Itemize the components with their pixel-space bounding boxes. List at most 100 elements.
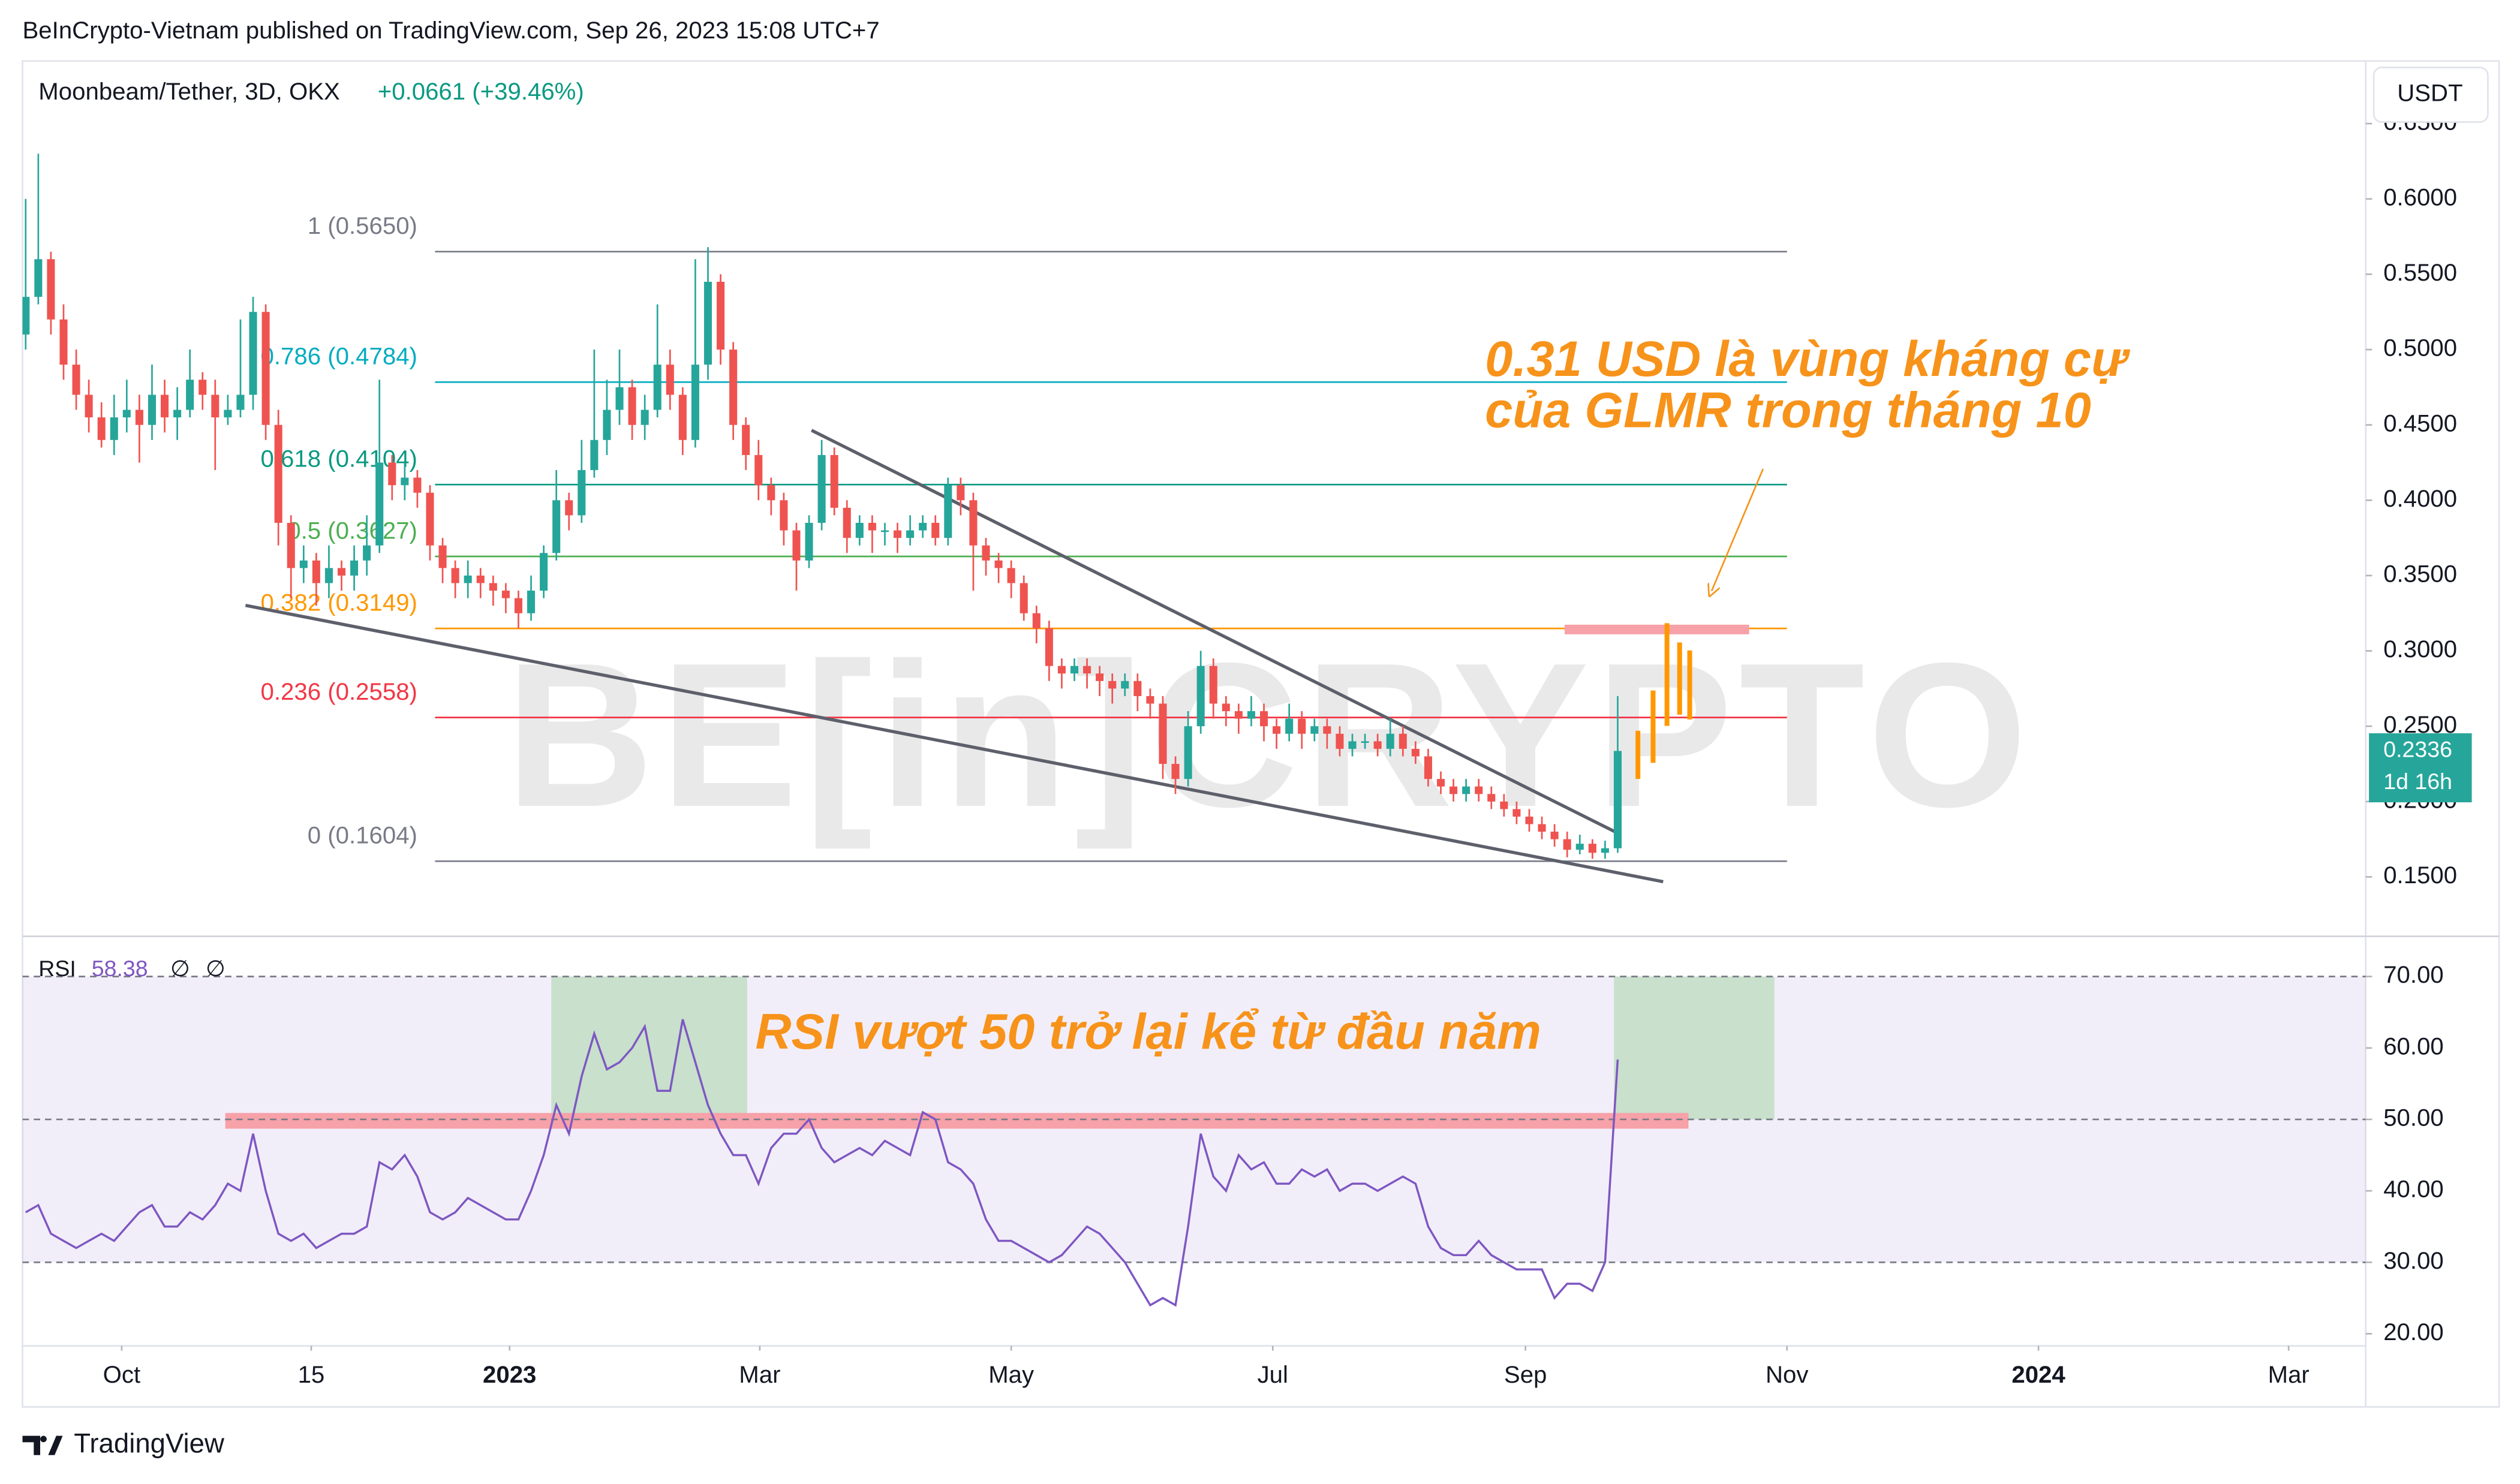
trendline <box>245 604 1664 884</box>
candle-body <box>1260 711 1268 727</box>
resistance-zone <box>1564 624 1749 634</box>
candle-body <box>1575 844 1584 850</box>
price-change: +0.0661 (+39.46%) <box>378 78 584 105</box>
candle-body <box>1348 741 1357 749</box>
rsi-legend-extra: ∅ <box>170 956 190 981</box>
y-tick-label: 0.4000 <box>2383 485 2457 512</box>
candle-body <box>501 591 510 598</box>
x-tick-label: May <box>988 1361 1034 1388</box>
candle-body <box>868 522 876 531</box>
y-tick-label: 0.5500 <box>2383 259 2457 286</box>
candle-body <box>1500 801 1508 809</box>
rsi-line <box>25 1019 1619 1307</box>
candle-body <box>211 395 219 418</box>
candle-body <box>299 560 308 568</box>
candle-body <box>653 365 661 410</box>
candle-body <box>982 545 990 561</box>
candle-body <box>97 417 106 440</box>
candle-body <box>1336 733 1344 749</box>
rsi-legend-name: RSI <box>38 956 76 981</box>
candle-body <box>729 350 738 425</box>
fib-level-label: 0.5 (0.3627) <box>287 517 417 544</box>
candle-body <box>957 485 965 501</box>
candle-body <box>47 259 55 320</box>
last-price-box <box>2369 733 2472 803</box>
x-tick-label: 2024 <box>2011 1361 2065 1388</box>
candle-body <box>1247 711 1255 719</box>
candle-body <box>590 440 599 471</box>
candle-body <box>817 454 826 523</box>
candle-body <box>135 410 143 425</box>
currency-button[interactable]: USDT <box>2372 67 2489 123</box>
candle-body <box>1133 681 1142 696</box>
candle-body <box>464 575 472 583</box>
candle-body <box>540 553 548 591</box>
annotation: của GLMR trong tháng 10 <box>1485 383 2091 438</box>
candle-body <box>1323 726 1331 734</box>
candle-body <box>401 477 409 486</box>
rsi-support-zone <box>225 1113 1689 1129</box>
candle-body <box>438 545 447 568</box>
currency-button-box[interactable] <box>2372 67 2489 123</box>
rsi-tick-label: 50.00 <box>2383 1104 2444 1131</box>
currency-label[interactable]: USDT <box>2397 80 2462 107</box>
chart-frame <box>22 60 2500 1408</box>
candle-body <box>1007 568 1015 583</box>
candle-body <box>742 425 750 455</box>
last-price-label: 0.2336 <box>2383 736 2452 761</box>
candle-body <box>880 530 889 532</box>
candle-body <box>72 365 80 395</box>
candle-body <box>287 522 295 568</box>
candle-body <box>1184 726 1192 779</box>
fib-level-label: 1 (0.5650) <box>308 212 417 239</box>
x-tick-label: Oct <box>103 1361 141 1388</box>
candle-body <box>375 462 384 546</box>
candle-body <box>199 380 207 395</box>
candle-body <box>552 500 561 553</box>
candle-body <box>1538 824 1546 832</box>
candle-body <box>994 560 1003 568</box>
candle-body <box>312 560 320 583</box>
rsi-tick-label: 40.00 <box>2383 1176 2444 1203</box>
y-tick-label: 0.3500 <box>2383 561 2457 588</box>
candle-body <box>110 417 118 440</box>
candle-body <box>1475 786 1483 794</box>
candle-body <box>1373 741 1382 749</box>
y-tick-label: 0.6000 <box>2383 183 2457 210</box>
candle-body <box>514 598 523 613</box>
candle-body <box>1512 809 1521 817</box>
candle-body <box>489 583 497 591</box>
rsi-tick-label: 20.00 <box>2383 1319 2444 1345</box>
candle-body <box>830 454 838 508</box>
rsi-pane <box>22 976 2366 1307</box>
candle-body <box>1032 613 1041 628</box>
candle-body <box>173 410 182 418</box>
candle-body <box>703 281 712 365</box>
candle-body <box>1462 786 1470 794</box>
fib-level-label: 0.236 (0.2558) <box>261 678 417 705</box>
candle-body <box>805 522 813 561</box>
x-tick-label: 15 <box>298 1361 325 1388</box>
rsi-annotation: RSI vượt 50 trở lại kể từ đầu năm <box>756 1004 1541 1059</box>
x-tick-label: Mar <box>739 1361 780 1388</box>
candle-body <box>1399 733 1407 749</box>
candle-body <box>476 575 485 583</box>
candle-body <box>186 380 194 410</box>
tradingview-logo <box>22 1435 63 1455</box>
candle-body <box>678 395 687 440</box>
candle-body <box>754 454 763 486</box>
rsi-tick-label: 70.00 <box>2383 961 2444 988</box>
candle-body <box>615 387 624 410</box>
countdown-label: 1d 16h <box>2383 769 2452 794</box>
candle-body <box>148 395 157 425</box>
candle-body <box>236 395 245 410</box>
candle-body <box>843 507 851 538</box>
candle-body <box>274 425 282 523</box>
annotation-arrow <box>1712 468 1764 591</box>
candle-body <box>767 485 775 501</box>
candle-body <box>249 312 257 395</box>
candle-body <box>780 500 788 531</box>
candle-body <box>1525 816 1533 824</box>
candle-body <box>34 259 43 297</box>
